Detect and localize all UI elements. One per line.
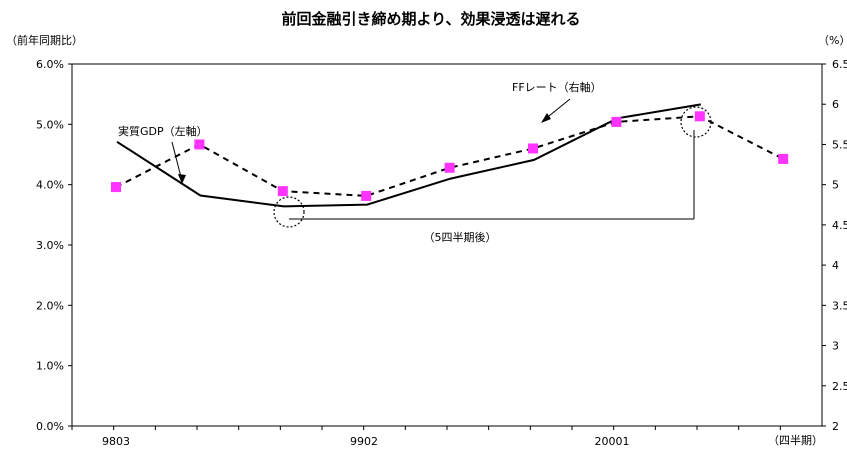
lag-label: （5四半期後） [424, 230, 497, 244]
left-tick-label: 4.0% [36, 179, 64, 192]
plot-area [71, 63, 823, 427]
ff-rate-marker [277, 186, 288, 197]
right-tick-label: 2.5 [832, 380, 847, 393]
x-axis: 9803 9902 20001 [71, 426, 781, 448]
ff-rate-markers [111, 111, 789, 201]
left-tick-label: 2.0% [36, 299, 64, 312]
ff-series-label: FFレート（右軸） [512, 80, 602, 94]
ff-rate-marker [361, 190, 372, 201]
gdp-line [116, 103, 701, 208]
left-tick-label: 1.0% [36, 360, 64, 373]
chart-title: 前回金融引き締め期より、効果浸透は遅れる [281, 10, 580, 28]
ff-rate-line [115, 115, 784, 197]
left-tick-label: 5.0% [36, 118, 64, 131]
right-tick-label: 6.5 [832, 58, 847, 71]
x-tick-label: 20001 [595, 435, 630, 448]
right-tick-label: 4.5 [832, 219, 847, 232]
left-tick-label: 6.0% [36, 58, 64, 71]
ff-rate-marker [778, 153, 789, 164]
right-tick-label: 2 [832, 420, 839, 433]
x-axis-unit: （四半期） [768, 433, 823, 447]
right-axis: 2 2.5 3 3.5 4 4.5 5 5.5 6 6.5 [822, 58, 847, 433]
ff-rate-marker [611, 116, 622, 127]
ff-rate-marker [694, 111, 705, 122]
right-tick-label: 4 [832, 259, 839, 272]
gdp-trough-circle [273, 196, 305, 228]
x-tick-label: 9803 [102, 435, 130, 448]
ff-rate-marker [444, 162, 455, 173]
ff-rate-marker [528, 143, 538, 154]
left-axis: 0.0% 1.0% 2.0% 3.0% 4.0% 5.0% 6.0% [36, 58, 72, 433]
ff-rate-marker [194, 139, 205, 150]
gdp-series-label: 実質GDP（左軸） [118, 124, 208, 138]
right-tick-label: 3.5 [832, 299, 847, 312]
left-axis-unit: （前年同期比） [6, 33, 83, 47]
ff-rate-marker [111, 182, 121, 193]
right-tick-label: 6 [832, 98, 839, 111]
left-tick-label: 0.0% [36, 420, 64, 433]
right-axis-unit: （%） [818, 34, 847, 47]
gdp-callout: 実質GDP（左軸） [118, 124, 208, 184]
ff-callout: FFレート（右軸） [512, 80, 602, 123]
x-tick-label: 9902 [350, 435, 378, 448]
right-tick-label: 5.5 [832, 138, 847, 151]
left-tick-label: 3.0% [36, 239, 64, 252]
right-tick-label: 3 [832, 340, 839, 353]
right-tick-label: 5 [832, 179, 839, 192]
lag-bracket: （5四半期後） [273, 106, 712, 244]
